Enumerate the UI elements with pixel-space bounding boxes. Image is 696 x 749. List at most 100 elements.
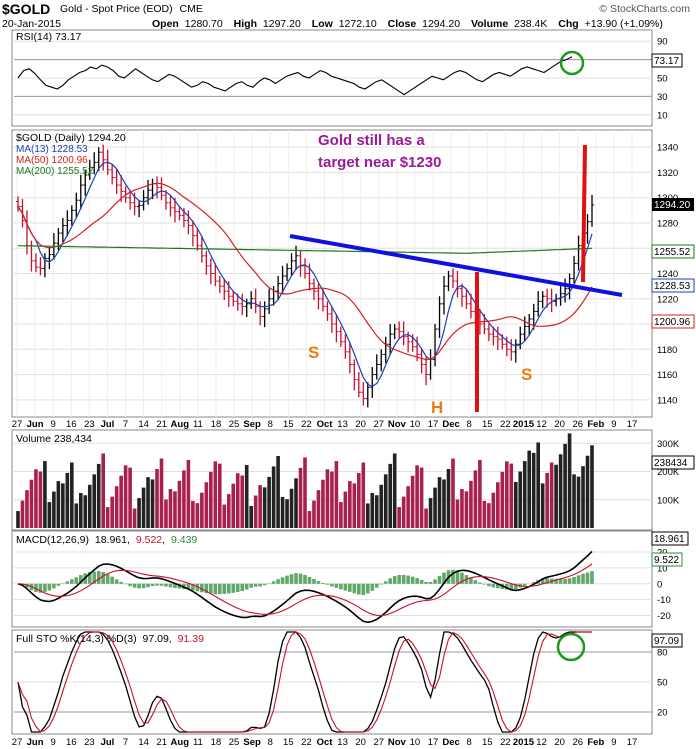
volume-bar: [191, 500, 195, 528]
volume-bar: [585, 455, 590, 528]
volume-bar: [536, 442, 540, 528]
volume-bar: [137, 498, 141, 528]
x-tick-label: 20: [554, 419, 565, 430]
x-tick-label: Aug: [171, 737, 190, 748]
y-tick-label: 80: [657, 648, 668, 659]
volume-bar: [307, 511, 312, 528]
macd-histogram-bar: [253, 583, 258, 587]
x-tick-label: 12: [536, 419, 547, 430]
y-tick-label: 50: [657, 74, 668, 85]
volume-bar: [119, 475, 123, 528]
volume-bar: [540, 483, 545, 528]
macd-histogram-bar: [303, 574, 307, 584]
y-tick-label: 1160: [657, 370, 677, 381]
volume-bar: [244, 465, 249, 528]
macd-histogram-bar: [204, 583, 209, 594]
x-tick-label: 17: [428, 419, 439, 430]
x-tick-label: 11: [193, 419, 203, 430]
volume-bar: [455, 499, 460, 528]
volume-bar: [428, 498, 433, 528]
y-tick-label: 10: [657, 563, 668, 574]
svg-text:1228.53: 1228.53: [654, 281, 691, 292]
volume-bar: [392, 453, 397, 528]
sto-value-tag: 97.09: [651, 633, 683, 648]
volume-bar: [38, 471, 43, 528]
volume-bar: [478, 459, 482, 528]
macd-histogram-bar: [460, 572, 464, 584]
x-tick-label: Aug: [171, 419, 190, 430]
macd-histogram-bar: [419, 579, 424, 584]
x-tick-label: Feb: [587, 737, 604, 748]
macd-histogram-bar: [334, 583, 339, 588]
sto-d-line: [17, 631, 592, 733]
volume-bar: [34, 469, 38, 528]
rsi-legend: RSI(14) 73.17: [16, 31, 82, 43]
macd-histogram-bar: [428, 581, 433, 584]
volume-bar: [182, 470, 186, 528]
ma13-line: [17, 161, 593, 388]
macd-histogram-bar: [177, 583, 182, 589]
volume-bar: [383, 474, 388, 528]
volume-bar: [549, 462, 554, 528]
volume-bar: [352, 483, 357, 528]
x-tick-label: 17: [627, 737, 638, 748]
volume-bar: [500, 471, 505, 528]
ma200-value-tag: 1255.52: [651, 244, 695, 259]
volume-bar: [123, 465, 128, 528]
symbol-title: $GOLD: [2, 1, 50, 17]
volume-bar: [65, 472, 70, 528]
x-tick-label: 25: [229, 419, 240, 430]
macd-histogram-bar: [200, 583, 204, 593]
macd-histogram-bar: [374, 583, 379, 588]
volume-bar: [20, 500, 25, 528]
macd-histogram-bar: [226, 583, 231, 594]
volume-bar: [61, 483, 65, 528]
volume-bar: [78, 492, 83, 528]
macd-histogram-bar: [231, 583, 236, 593]
chart-header: $GOLD Gold - Spot Price (EOD) CME © Stoc…: [2, 1, 690, 30]
macd-histogram-bar: [52, 583, 56, 589]
svg-text:1200.96: 1200.96: [654, 317, 691, 328]
macd-histogram-bar: [424, 581, 428, 584]
volume-bar: [141, 487, 146, 528]
y-tick-label: 20: [657, 708, 668, 719]
x-tick-label: 10: [410, 419, 421, 430]
macd-histogram-bar: [271, 581, 276, 584]
macd-histogram-bar: [330, 583, 334, 587]
volume-bar: [339, 502, 343, 528]
macd-histogram-bar: [469, 577, 473, 584]
macd-histogram-bar: [312, 578, 316, 584]
macd-histogram-bar: [87, 572, 92, 584]
macd-histogram-bar: [545, 578, 549, 584]
volume-bar: [424, 508, 428, 528]
macd-histogram-bar: [307, 576, 312, 584]
macd-histogram-bar: [110, 576, 114, 584]
macd-histogram-bar: [563, 578, 567, 584]
x-tick-label: 27: [12, 419, 23, 430]
volume-bar: [168, 489, 173, 528]
y-tick-label: 30: [657, 92, 668, 103]
macd-histogram-bar: [34, 583, 38, 593]
macd-histogram-bar: [78, 575, 83, 584]
volume-bar: [451, 458, 455, 528]
macd-histogram-bar: [388, 578, 393, 584]
macd-histogram-bar: [173, 583, 177, 588]
macd-histogram-bar: [280, 577, 285, 584]
symbol-name: Gold - Spot Price (EOD) CME: [60, 3, 203, 15]
volume-bar: [74, 503, 79, 528]
x-tick-label: 14: [138, 419, 149, 430]
macd-histogram-bar: [491, 583, 496, 588]
volume-bar: [419, 467, 424, 528]
x-tick-label: 22: [301, 419, 312, 430]
x-tick-label: 8: [467, 737, 472, 748]
x-tick-label: 2015: [513, 737, 535, 748]
macd-histogram-bar: [576, 575, 581, 584]
volume-bar: [146, 477, 150, 528]
volume-bar: [177, 480, 182, 528]
y-tick-label: 300K: [657, 439, 680, 450]
macd-histogram-bar: [74, 577, 79, 584]
macd-histogram-bar: [352, 583, 357, 594]
left-shoulder-label: S: [308, 343, 319, 362]
macd-histogram-bar: [442, 572, 446, 584]
macd-histogram-bar: [96, 571, 101, 584]
